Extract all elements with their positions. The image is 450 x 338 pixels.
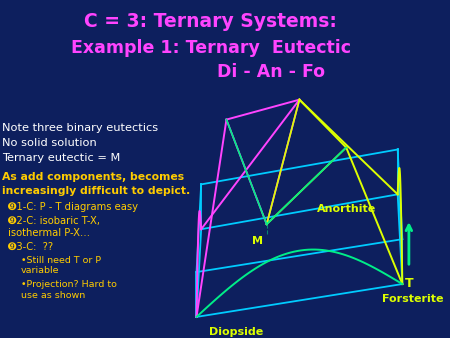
Text: Ternary eutectic = M: Ternary eutectic = M	[2, 153, 121, 163]
Text: Diopside: Diopside	[209, 327, 263, 337]
Text: increasingly difficult to depict.: increasingly difficult to depict.	[2, 186, 190, 196]
Text: •Projection? Hard to: •Projection? Hard to	[21, 280, 117, 289]
Text: C = 3: Ternary Systems:: C = 3: Ternary Systems:	[84, 13, 337, 31]
Text: T: T	[405, 277, 413, 290]
Text: Example 1: Ternary  Eutectic: Example 1: Ternary Eutectic	[71, 39, 351, 57]
Text: Forsterite: Forsterite	[382, 294, 443, 304]
Text: •Still need T or P: •Still need T or P	[21, 256, 101, 265]
Text: Note three binary eutectics: Note three binary eutectics	[2, 123, 158, 133]
Text: Di - An - Fo: Di - An - Fo	[217, 63, 325, 81]
Text: ➒3-C:  ??: ➒3-C: ??	[9, 242, 54, 251]
Text: No solid solution: No solid solution	[2, 138, 97, 148]
Text: use as shown: use as shown	[21, 291, 86, 300]
Text: ➒1-C: P - T diagrams easy: ➒1-C: P - T diagrams easy	[9, 202, 139, 212]
Text: isothermal P-X…: isothermal P-X…	[9, 228, 90, 238]
Text: As add components, becomes: As add components, becomes	[2, 172, 184, 182]
Text: variable: variable	[21, 266, 59, 275]
Text: ➒2-C: isobaric T-X,: ➒2-C: isobaric T-X,	[9, 216, 100, 226]
Text: M: M	[252, 236, 263, 246]
Text: Anorthite: Anorthite	[316, 204, 376, 214]
